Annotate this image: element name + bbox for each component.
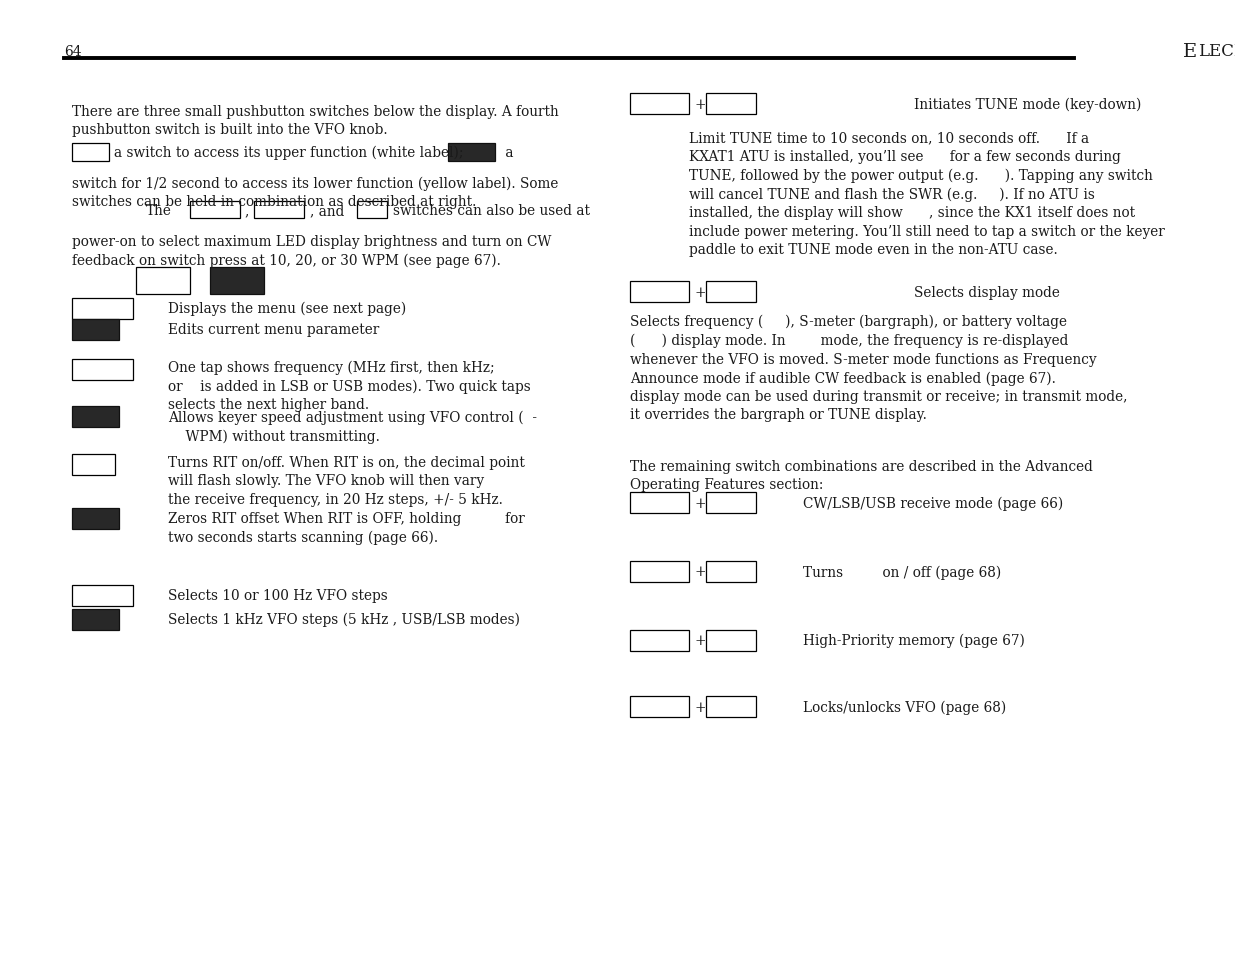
- Text: +: +: [694, 497, 705, 510]
- Text: High-Priority memory (page 67): High-Priority memory (page 67): [803, 633, 1025, 648]
- Bar: [706, 282, 756, 303]
- Text: +: +: [694, 700, 705, 714]
- Text: The remaining switch combinations are described in the Advanced
Operating Featur: The remaining switch combinations are de…: [630, 459, 1093, 492]
- Text: a: a: [501, 146, 514, 159]
- Text: a switch to access its upper function (white label);: a switch to access its upper function (w…: [114, 145, 463, 160]
- Bar: [72, 609, 119, 630]
- Text: E: E: [1183, 43, 1197, 60]
- Text: Selects frequency (     ), S-meter (bargraph), or battery voltage
(      ) displ: Selects frequency ( ), S-meter (bargraph…: [630, 314, 1128, 422]
- Text: CW/LSB/USB receive mode (page 66): CW/LSB/USB receive mode (page 66): [803, 496, 1063, 511]
- Bar: [357, 202, 387, 219]
- Bar: [448, 144, 495, 162]
- Bar: [706, 493, 756, 514]
- Text: switch for 1/2 second to access its lower function (yellow label). Some
switches: switch for 1/2 second to access its lowe…: [72, 176, 558, 209]
- Bar: [630, 561, 689, 582]
- Text: +: +: [694, 634, 705, 647]
- Bar: [72, 144, 109, 162]
- Bar: [136, 268, 190, 294]
- Text: The: The: [146, 204, 172, 217]
- Bar: [72, 319, 119, 340]
- Bar: [254, 202, 304, 219]
- Text: Turns RIT on/off. When RIT is on, the decimal point
will flash slowly. The VFO k: Turns RIT on/off. When RIT is on, the de…: [168, 456, 525, 506]
- Text: +: +: [694, 565, 705, 578]
- Text: Selects 10 or 100 Hz VFO steps: Selects 10 or 100 Hz VFO steps: [168, 589, 388, 602]
- Bar: [630, 282, 689, 303]
- Text: Initiates TUNE mode (key-down): Initiates TUNE mode (key-down): [914, 97, 1141, 112]
- Text: There are three small pushbutton switches below the display. A fourth
pushbutton: There are three small pushbutton switche…: [72, 105, 558, 137]
- Bar: [630, 94, 689, 115]
- Bar: [72, 509, 119, 530]
- Text: ,: ,: [245, 204, 249, 217]
- Bar: [72, 407, 119, 428]
- Text: Zeros RIT offset When RIT is OFF, holding          for
two seconds starts scanni: Zeros RIT offset When RIT is OFF, holdin…: [168, 512, 525, 545]
- Text: Selects 1 kHz VFO steps (5 kHz , USB/LSB modes): Selects 1 kHz VFO steps (5 kHz , USB/LSB…: [168, 612, 520, 627]
- Text: Locks/unlocks VFO (page 68): Locks/unlocks VFO (page 68): [803, 700, 1007, 715]
- Text: One tap shows frequency (MHz first, then kHz;
or    is added in LSB or USB modes: One tap shows frequency (MHz first, then…: [168, 360, 531, 412]
- Text: power-on to select maximum LED display brightness and turn on CW
feedback on swi: power-on to select maximum LED display b…: [72, 234, 551, 268]
- Text: Allows keyer speed adjustment using VFO control (  -
    WPM) without transmitti: Allows keyer speed adjustment using VFO …: [168, 410, 537, 443]
- Text: +: +: [694, 98, 705, 112]
- Bar: [706, 630, 756, 651]
- Bar: [72, 298, 133, 319]
- Bar: [72, 455, 115, 476]
- Text: , and: , and: [310, 204, 345, 217]
- Text: Selects display mode: Selects display mode: [914, 286, 1060, 299]
- Bar: [706, 94, 756, 115]
- Bar: [630, 697, 689, 718]
- Bar: [210, 268, 264, 294]
- Bar: [630, 630, 689, 651]
- Bar: [706, 697, 756, 718]
- Text: LECRAFT: LECRAFT: [1198, 43, 1235, 60]
- Text: Limit TUNE time to 10 seconds on, 10 seconds off.      If a
KXAT1 ATU is install: Limit TUNE time to 10 seconds on, 10 sec…: [689, 132, 1165, 257]
- Bar: [190, 202, 240, 219]
- Bar: [72, 585, 133, 606]
- Text: +: +: [694, 286, 705, 299]
- Text: Edits current menu parameter: Edits current menu parameter: [168, 323, 379, 336]
- Bar: [706, 561, 756, 582]
- Bar: [72, 359, 133, 380]
- Bar: [630, 493, 689, 514]
- Text: switches can also be used at: switches can also be used at: [393, 204, 590, 217]
- Text: Turns         on / off (page 68): Turns on / off (page 68): [803, 564, 1002, 579]
- Text: Displays the menu (see next page): Displays the menu (see next page): [168, 301, 406, 316]
- Text: 64: 64: [64, 45, 82, 58]
